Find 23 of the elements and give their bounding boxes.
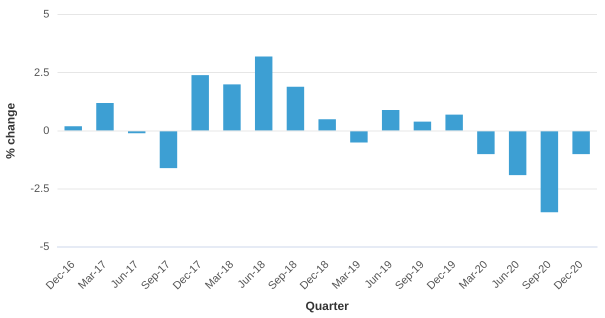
bar <box>254 56 272 130</box>
bar <box>382 110 400 130</box>
bar <box>508 131 526 176</box>
bar <box>540 131 558 212</box>
bar <box>572 131 590 154</box>
bar <box>286 86 304 130</box>
bar <box>64 126 82 130</box>
y-tick-label: 0 <box>43 124 50 137</box>
y-tick-label: 5 <box>43 8 50 21</box>
x-axis-title: Quarter <box>306 299 350 314</box>
bar <box>477 131 495 154</box>
bar <box>414 122 432 130</box>
y-axis-title: % change <box>4 102 18 159</box>
bar <box>191 75 209 130</box>
bar <box>96 102 114 130</box>
bar <box>160 131 178 168</box>
bar <box>223 84 241 130</box>
y-tick-label: -5 <box>40 241 50 254</box>
y-tick-label: -2.5 <box>30 183 50 196</box>
bar <box>445 114 463 130</box>
y-tick-label: 2.5 <box>34 66 50 79</box>
bar <box>318 119 336 130</box>
bar <box>350 131 368 143</box>
